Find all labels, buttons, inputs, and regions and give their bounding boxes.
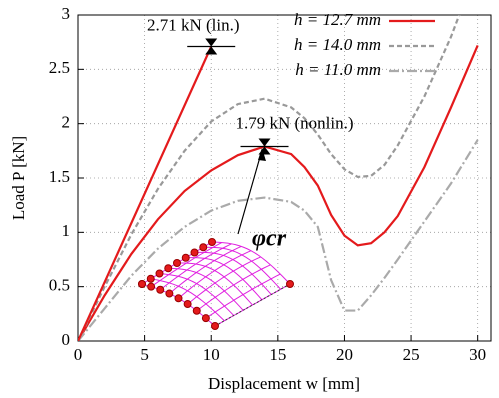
support-marker bbox=[165, 265, 172, 272]
inset-label: φcr bbox=[252, 226, 287, 252]
annotation-text: 2.71 kN (lin.) bbox=[147, 15, 240, 34]
support-marker bbox=[287, 281, 294, 288]
y-tick-label: 3 bbox=[62, 4, 71, 23]
support-marker bbox=[193, 307, 200, 314]
legend-label: h = 14.0 mm bbox=[294, 35, 381, 54]
inset-shell bbox=[139, 239, 294, 330]
support-marker bbox=[184, 301, 191, 308]
series-line bbox=[78, 47, 211, 341]
annotation-text: 1.79 kN (nonlin.) bbox=[235, 113, 353, 132]
y-tick-label: 0.5 bbox=[49, 276, 70, 295]
x-tick-label: 0 bbox=[74, 345, 83, 364]
y-tick-label: 0 bbox=[62, 330, 71, 349]
support-marker bbox=[166, 290, 173, 297]
plot-frame bbox=[78, 15, 491, 341]
support-marker bbox=[139, 281, 146, 288]
x-tick-label: 10 bbox=[203, 345, 220, 364]
x-tick-label: 15 bbox=[269, 345, 286, 364]
support-marker bbox=[147, 275, 154, 282]
x-tick-label: 5 bbox=[140, 345, 149, 364]
support-marker bbox=[174, 260, 181, 267]
support-marker bbox=[182, 254, 189, 261]
support-marker bbox=[200, 244, 207, 251]
y-tick-label: 2 bbox=[62, 113, 71, 132]
legend-label: h = 12.7 mm bbox=[294, 10, 381, 29]
support-marker bbox=[148, 283, 155, 290]
support-marker bbox=[212, 323, 219, 330]
support-marker bbox=[157, 286, 164, 293]
x-tick-label: 30 bbox=[469, 345, 486, 364]
y-tick-label: 1 bbox=[62, 221, 71, 240]
x-tick-label: 25 bbox=[403, 345, 420, 364]
legend-label: h = 11.0 mm bbox=[295, 60, 381, 79]
support-marker bbox=[175, 295, 182, 302]
support-marker bbox=[191, 249, 198, 256]
chart: Displacement w [mm] Load P [kN] 05101520… bbox=[0, 0, 499, 398]
shell-mesh bbox=[188, 257, 261, 304]
support-marker bbox=[209, 239, 216, 246]
series-line bbox=[78, 45, 478, 341]
y-tick-label: 2.5 bbox=[49, 58, 70, 77]
shell-mesh bbox=[151, 279, 225, 321]
x-tick-label: 20 bbox=[336, 345, 353, 364]
y-axis-label: Load P [kN] bbox=[9, 136, 28, 220]
support-marker bbox=[202, 315, 209, 322]
y-tick-label: 1.5 bbox=[49, 167, 70, 186]
support-marker bbox=[156, 270, 163, 277]
arrow bbox=[238, 150, 262, 234]
x-axis-label: Displacement w [mm] bbox=[208, 374, 360, 393]
